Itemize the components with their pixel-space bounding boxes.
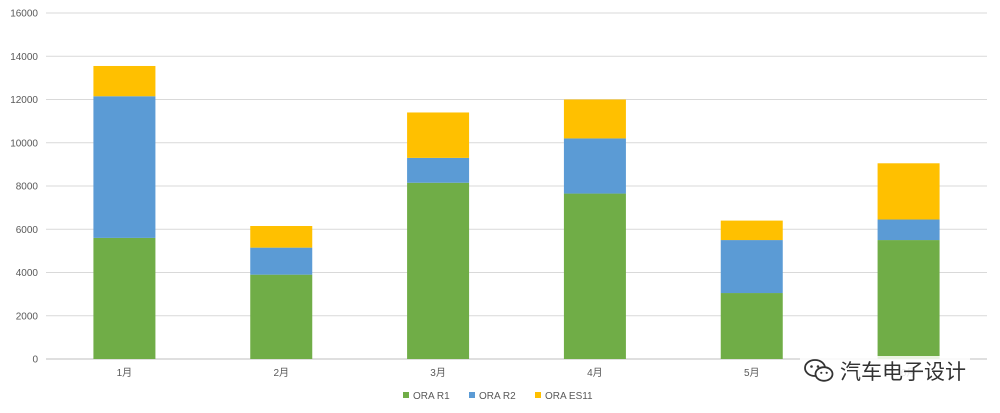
bar-segment xyxy=(250,247,313,275)
watermark-text: 汽车电子设计 xyxy=(840,360,966,384)
legend-label: ORA R2 xyxy=(479,391,516,402)
y-tick-label: 4000 xyxy=(16,268,39,279)
bar-segment xyxy=(563,138,626,194)
bar-segment xyxy=(93,96,156,238)
wechat-icon xyxy=(804,359,834,382)
bar-segment xyxy=(93,65,156,97)
x-tick-label: 5月 xyxy=(744,367,760,379)
bar-segment xyxy=(407,112,470,158)
x-tick-label: 1月 xyxy=(117,367,133,379)
x-tick-label: 2月 xyxy=(273,367,289,379)
y-tick-label: 12000 xyxy=(10,95,38,106)
bar-segment xyxy=(877,240,940,359)
legend-swatch xyxy=(535,392,541,398)
bar-segment xyxy=(720,293,783,359)
bar-segment xyxy=(720,240,783,294)
x-axis-ticks: 1月2月3月4月5月6月 xyxy=(117,367,917,379)
x-tick-label: 3月 xyxy=(430,367,446,379)
y-tick-label: 14000 xyxy=(10,52,38,63)
bar-segment xyxy=(877,163,940,220)
x-tick-label: 4月 xyxy=(587,367,603,379)
bar-segment xyxy=(407,157,470,183)
legend-label: ORA ES11 xyxy=(545,391,593,402)
bar-segment xyxy=(250,274,313,359)
y-tick-label: 16000 xyxy=(10,9,38,20)
legend-label: ORA R1 xyxy=(413,391,450,402)
y-axis-ticks: 0 2000 4000 6000 8000 10000 12000 14000 16000 xyxy=(10,9,38,366)
y-tick-label: 10000 xyxy=(10,138,38,149)
bar-segment xyxy=(720,220,783,241)
bar-segment xyxy=(563,193,626,359)
legend-swatch xyxy=(469,392,475,398)
bars xyxy=(93,65,940,359)
y-tick-label: 2000 xyxy=(16,311,39,322)
legend: ORA R1 ORA R2 ORA ES11 xyxy=(403,391,593,402)
bar-segment xyxy=(407,182,470,359)
y-tick-label: 6000 xyxy=(16,225,39,236)
gridlines xyxy=(46,12,987,360)
bar-segment xyxy=(250,226,313,248)
bar-segment xyxy=(93,237,156,359)
bar-segment xyxy=(877,219,940,241)
legend-swatch xyxy=(403,392,409,398)
y-tick-label: 8000 xyxy=(16,182,39,193)
bar-segment xyxy=(563,99,626,139)
y-tick-label: 0 xyxy=(32,355,38,366)
watermark: 汽车电子设计 xyxy=(800,356,970,386)
